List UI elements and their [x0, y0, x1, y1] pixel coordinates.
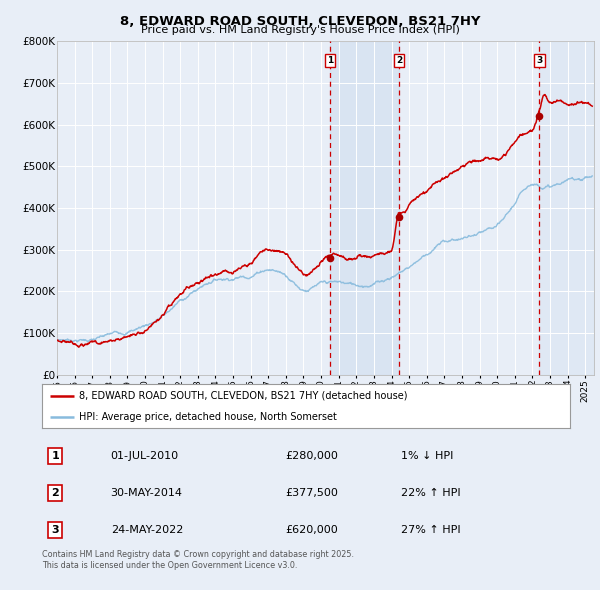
Text: 27% ↑ HPI: 27% ↑ HPI [401, 525, 461, 535]
Text: 24-MAY-2022: 24-MAY-2022 [110, 525, 183, 535]
Text: 30-MAY-2014: 30-MAY-2014 [110, 488, 182, 498]
Text: 1: 1 [327, 55, 333, 64]
Text: 8, EDWARD ROAD SOUTH, CLEVEDON, BS21 7HY: 8, EDWARD ROAD SOUTH, CLEVEDON, BS21 7HY [120, 15, 480, 28]
Text: HPI: Average price, detached house, North Somerset: HPI: Average price, detached house, Nort… [79, 412, 337, 422]
Text: £620,000: £620,000 [285, 525, 338, 535]
Text: 3: 3 [52, 525, 59, 535]
Text: 8, EDWARD ROAD SOUTH, CLEVEDON, BS21 7HY (detached house): 8, EDWARD ROAD SOUTH, CLEVEDON, BS21 7HY… [79, 391, 407, 401]
Text: £280,000: £280,000 [285, 451, 338, 461]
Text: 3: 3 [536, 55, 542, 64]
Text: 22% ↑ HPI: 22% ↑ HPI [401, 488, 461, 498]
Text: 2: 2 [52, 488, 59, 498]
Text: 01-JUL-2010: 01-JUL-2010 [110, 451, 179, 461]
Bar [330, 41, 399, 375]
Text: Price paid vs. HM Land Registry's House Price Index (HPI): Price paid vs. HM Land Registry's House … [140, 25, 460, 35]
Text: 1: 1 [52, 451, 59, 461]
Text: 2: 2 [396, 55, 402, 64]
Text: This data is licensed under the Open Government Licence v3.0.: This data is licensed under the Open Gov… [42, 560, 298, 569]
Text: Contains HM Land Registry data © Crown copyright and database right 2025.: Contains HM Land Registry data © Crown c… [42, 550, 354, 559]
Text: £377,500: £377,500 [285, 488, 338, 498]
Bar [539, 41, 594, 375]
Text: 1% ↓ HPI: 1% ↓ HPI [401, 451, 454, 461]
